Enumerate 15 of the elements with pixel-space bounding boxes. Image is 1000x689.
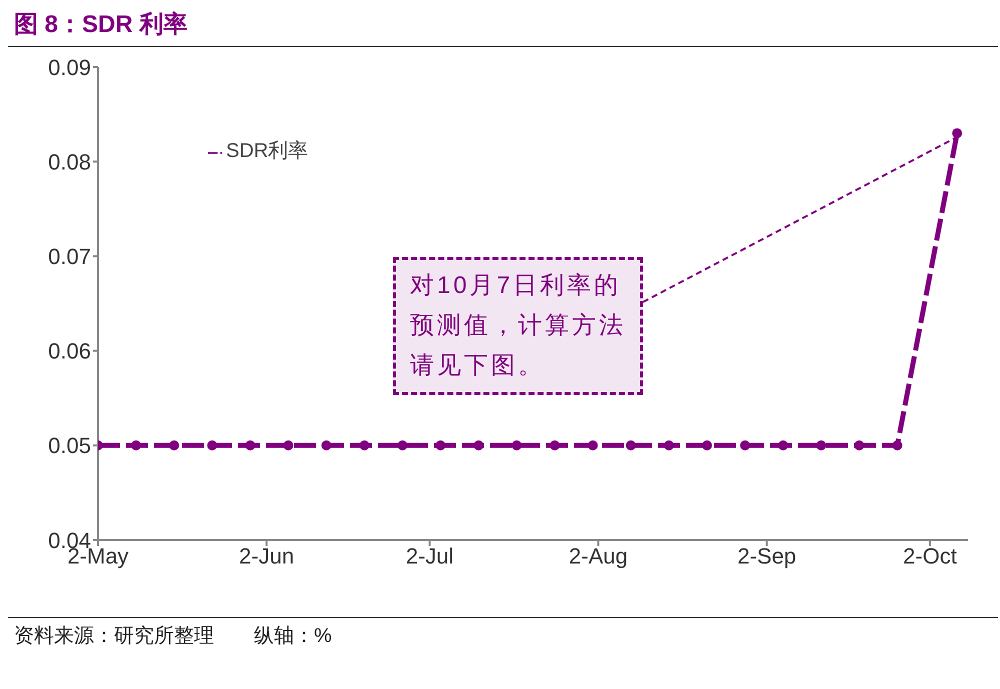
y-tick-label: 0.07 — [48, 244, 91, 270]
text: 纵轴：% — [254, 624, 332, 649]
x-tick-label: 2-Jul — [406, 544, 454, 569]
x-tick-label: 2-Oct — [903, 544, 957, 569]
x-tick-label: 2-Jun — [239, 544, 294, 569]
callout-box: 对10月7日利率的预测值，计算方法请见下图。 — [393, 257, 643, 395]
y-tick-label: 0.08 — [48, 149, 91, 174]
chart-title: 图 8：SDR 利率 — [8, 8, 998, 47]
y-tick-label: 0.05 — [48, 433, 91, 458]
x-tick-label: 2-Sep — [737, 544, 796, 569]
text: 资料来源：研究所整理 — [14, 624, 214, 649]
y-tick-label: 0.09 — [48, 54, 91, 80]
legend-label: SDR利率 — [226, 140, 308, 162]
x-tick-label: 2-Aug — [568, 544, 628, 569]
y-tick-label: 0.06 — [48, 338, 91, 364]
